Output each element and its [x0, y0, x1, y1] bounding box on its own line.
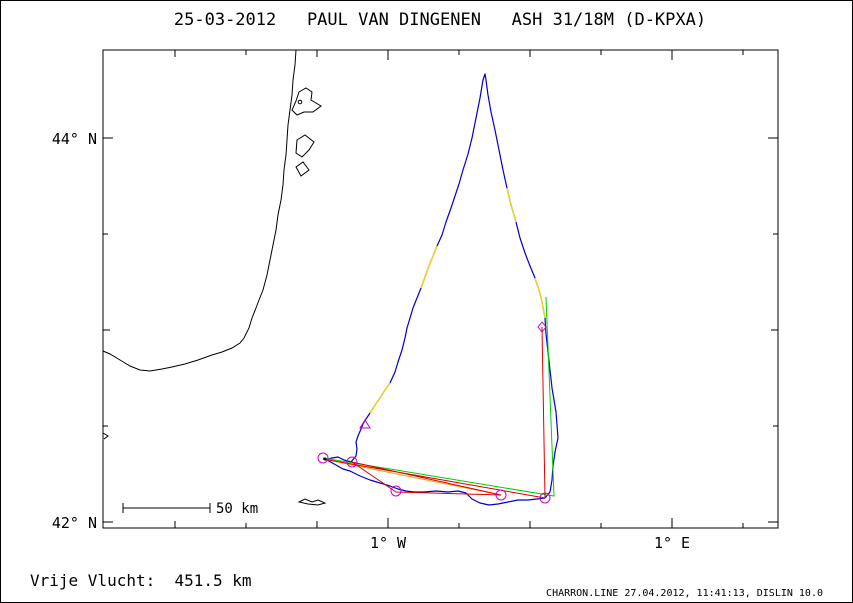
waypoint-5 — [539, 492, 551, 504]
waypoint-3 — [390, 485, 402, 497]
lat-label-42n: 42° N — [52, 514, 97, 532]
flight-track-yellow-4 — [534, 277, 546, 319]
waypoint-start — [317, 452, 329, 464]
lon-label-1e: 1° E — [654, 534, 690, 552]
lon-label-1w: 1° W — [370, 534, 407, 552]
waypoint-start-center — [323, 457, 327, 461]
route-red — [322, 326, 546, 499]
flight-track — [324, 73, 559, 506]
waypoint-4 — [495, 489, 507, 501]
flight-distance-summary: Vrije Vlucht: 451.5 km — [30, 571, 252, 590]
route-orange — [322, 458, 502, 496]
plot-frame — [102, 49, 779, 529]
scale-bar — [122, 503, 211, 513]
software-credits: CHARRON.LINE 27.04.2012, 11:41:13, DISLI… — [546, 588, 823, 599]
map-title: 25-03-2012 PAUL VAN DINGENEN ASH 31/18M … — [174, 10, 706, 30]
flight-track-yellow-2 — [420, 245, 438, 289]
waypoint-triangle — [359, 419, 371, 429]
flight-track-blue — [324, 73, 559, 506]
waypoint-diamond — [537, 321, 547, 333]
waypoint-2 — [346, 456, 358, 468]
axis-ticks — [103, 50, 778, 528]
flight-track-yellow-3 — [506, 187, 517, 223]
coastline — [102, 49, 327, 506]
flight-track-yellow-1 — [369, 382, 391, 414]
route-green — [322, 296, 555, 497]
route-lines — [322, 296, 555, 499]
lat-label-44n: 44° N — [52, 130, 97, 148]
scale-bar-label: 50 km — [216, 501, 258, 517]
waypoints — [317, 321, 551, 504]
